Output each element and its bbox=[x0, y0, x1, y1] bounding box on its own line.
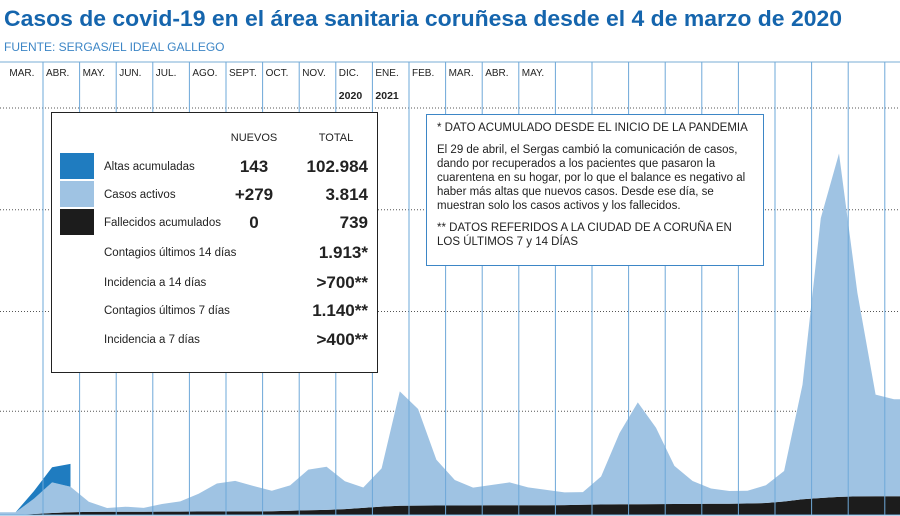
x-tick-label: JUL. bbox=[156, 68, 177, 79]
total-value: 1.913* bbox=[319, 243, 369, 262]
legend-label: Altas acumuladas bbox=[104, 161, 195, 173]
x-tick-label: AGO. bbox=[192, 68, 217, 79]
new-value: 0 bbox=[249, 213, 258, 232]
legend-label: Casos activos bbox=[104, 189, 176, 201]
note: ** DATOS REFERIDOS A LA CIUDAD DE A CORU… bbox=[437, 222, 732, 248]
summary-table: NUEVOS TOTAL Altas acumuladas 143 102.984 Cas… bbox=[51, 112, 378, 373]
legend-swatch bbox=[60, 153, 94, 179]
total-value: 3.814 bbox=[325, 185, 368, 204]
x-tick-label: DIC. bbox=[339, 68, 359, 79]
x-tick-label: OCT. bbox=[266, 68, 289, 79]
x-tick-label: NOV. bbox=[302, 68, 326, 79]
note: * DATO ACUMULADO DESDE EL INICIO DE LA P… bbox=[437, 122, 748, 134]
x-tick-label: JUN. bbox=[119, 68, 141, 79]
x-tick-label: ABR. bbox=[485, 68, 508, 79]
summary-table-graphic: NUEVOS TOTAL Altas acumuladas 143 102.984 Cas… bbox=[60, 132, 369, 349]
year-label: 2020 bbox=[339, 90, 363, 102]
area bbox=[0, 463, 71, 513]
x-tick-label: FEB. bbox=[412, 68, 434, 79]
year-label: 2021 bbox=[375, 90, 399, 102]
column-header: NUEVOS bbox=[231, 132, 277, 144]
area bbox=[0, 153, 900, 515]
source: FUENTE: SERGAS/EL IDEAL GALLEGO bbox=[4, 40, 225, 54]
legend-swatch bbox=[60, 209, 94, 235]
area bbox=[0, 496, 900, 515]
new-value: +279 bbox=[235, 185, 273, 204]
legend-swatch bbox=[60, 181, 94, 207]
x-tick-label: MAY. bbox=[522, 68, 544, 79]
column-header: TOTAL bbox=[319, 132, 353, 144]
x-tick-label: ENE. bbox=[375, 68, 398, 79]
x-tick-label: MAR. bbox=[449, 68, 474, 79]
total-value: 739 bbox=[340, 213, 368, 232]
x-tick-label: ABR. bbox=[46, 68, 69, 79]
legend-label: Fallecidos acumulados bbox=[104, 217, 221, 229]
row-label: Contagios últimos 14 días bbox=[104, 247, 237, 259]
total-value: 102.984 bbox=[307, 157, 369, 176]
x-tick-label: SEPT. bbox=[229, 68, 257, 79]
row-label: Incidencia a 14 días bbox=[104, 277, 207, 289]
chart-title: Casos de covid-19 en el área sanitaria c… bbox=[4, 6, 842, 31]
new-value: 143 bbox=[240, 157, 268, 176]
total-value: >700** bbox=[316, 273, 368, 292]
row-label: Incidencia a 7 días bbox=[104, 334, 200, 346]
x-tick-label: MAY. bbox=[83, 68, 105, 79]
total-value: >400** bbox=[316, 330, 368, 349]
x-tick-label: MAR. bbox=[9, 68, 34, 79]
total-value: 1.140** bbox=[312, 301, 368, 320]
note: El 29 de abril, el Sergas cambió la comu… bbox=[437, 144, 746, 212]
row-label: Contagios últimos 7 días bbox=[104, 305, 230, 317]
notes-box: * DATO ACUMULADO DESDE EL INICIO DE LA P… bbox=[426, 114, 764, 266]
